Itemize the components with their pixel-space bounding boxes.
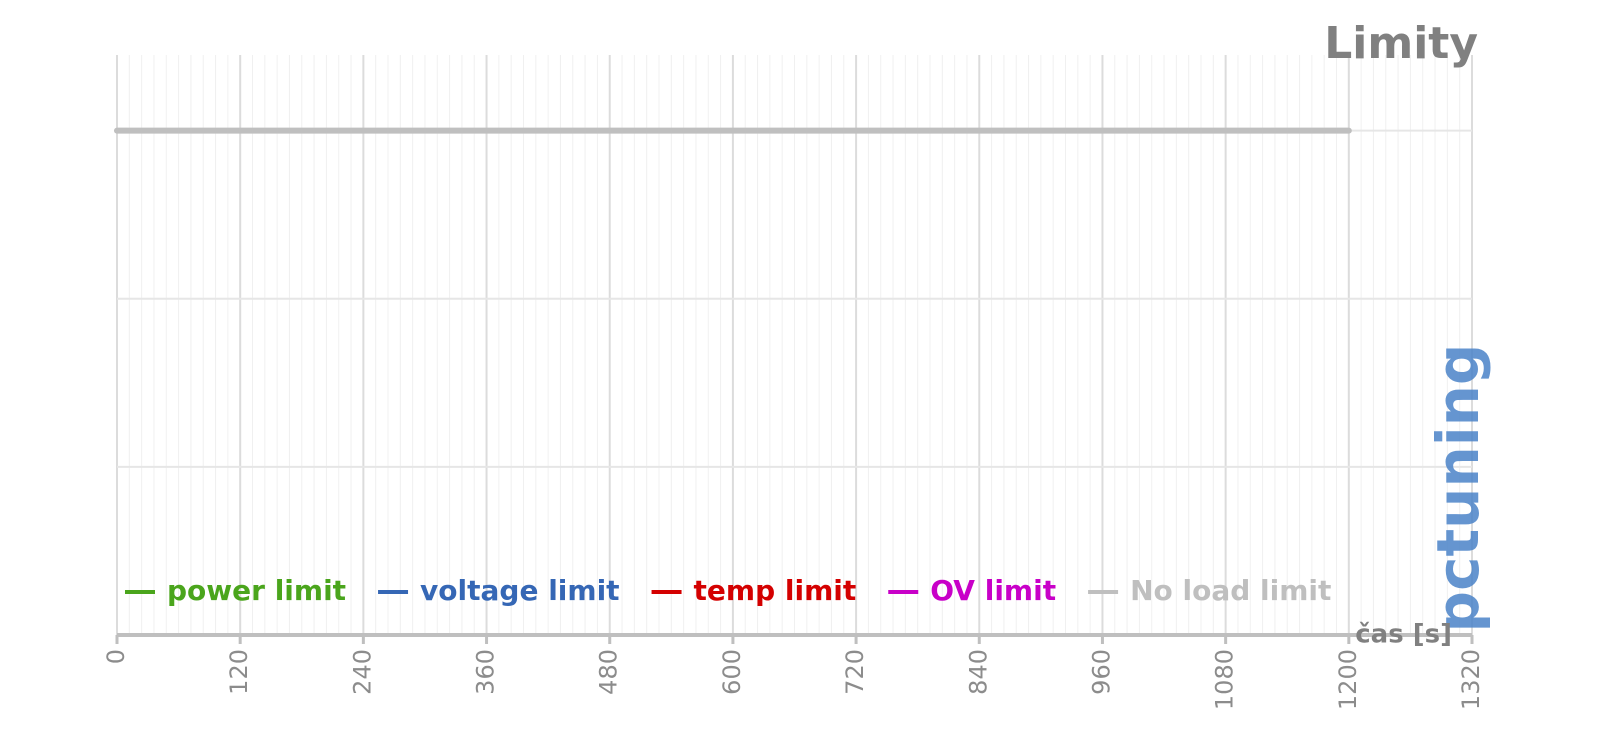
x-tick-label: 1200	[1334, 649, 1362, 710]
x-axis-label: čas [s]	[1355, 620, 1452, 650]
watermark: pctuning	[1424, 344, 1492, 633]
x-tick-label: 120	[225, 649, 253, 695]
grid	[116, 55, 1473, 636]
x-tick-label: 600	[718, 649, 746, 695]
x-tick-label: 960	[1087, 649, 1115, 695]
x-tick-label: 1080	[1211, 649, 1239, 710]
x-tick-label: 240	[348, 649, 376, 695]
x-tick-label: 840	[964, 649, 992, 695]
x-tick-label: 480	[595, 649, 623, 695]
x-tick-label: 720	[841, 649, 869, 695]
legend-label: voltage limit	[420, 574, 620, 607]
legend-label: No load limit	[1130, 574, 1331, 607]
x-tick-label: 1320	[1457, 649, 1485, 710]
legend-label: temp limit	[694, 574, 857, 607]
legend-label: OV limit	[930, 574, 1056, 607]
x-tick-label: 0	[102, 649, 130, 664]
chart-title: Limity	[1324, 18, 1478, 69]
x-tick-label: 360	[472, 649, 500, 695]
legend-label: power limit	[167, 574, 346, 607]
